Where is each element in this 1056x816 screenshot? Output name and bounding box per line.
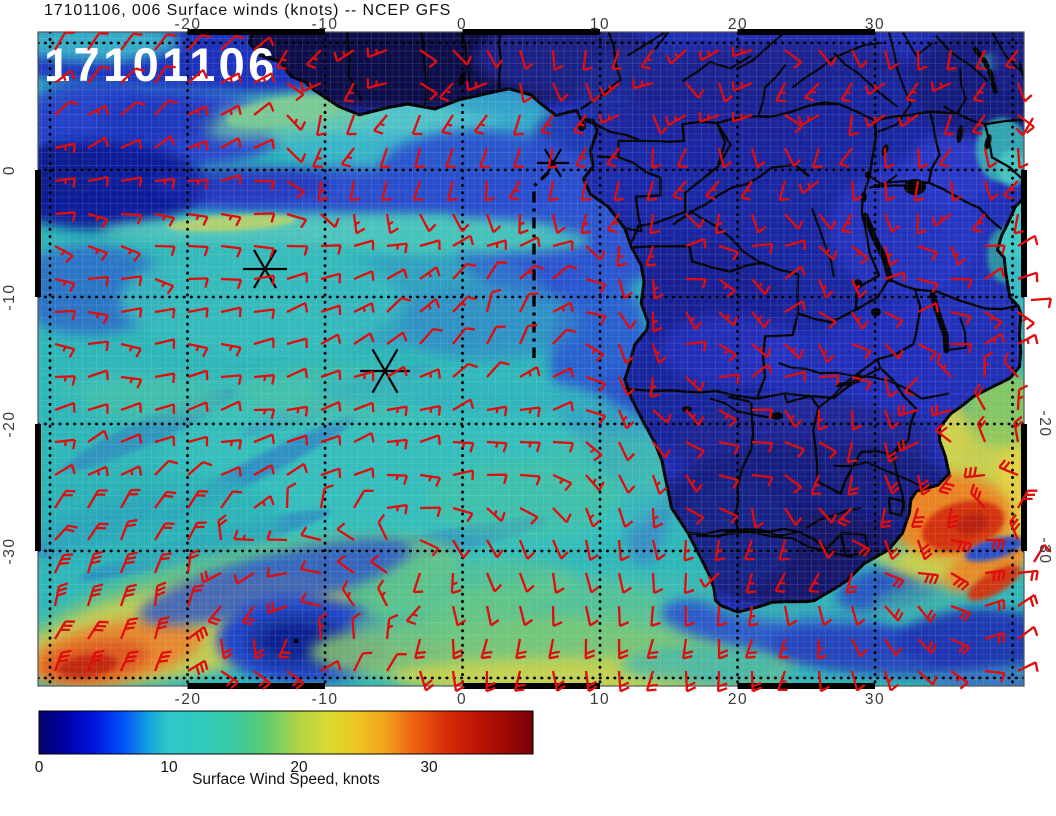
- svg-text:-20: -20: [175, 691, 202, 708]
- svg-text:20: 20: [290, 759, 308, 776]
- svg-text:-10: -10: [312, 16, 339, 33]
- svg-text:10: 10: [590, 691, 610, 708]
- svg-text:-20: -20: [175, 16, 202, 33]
- svg-text:10: 10: [160, 759, 178, 776]
- svg-text:-30: -30: [1036, 538, 1053, 565]
- svg-text:0: 0: [457, 16, 467, 33]
- svg-text:17101106, 006 Surface winds (k: 17101106, 006 Surface winds (knots) -- N…: [44, 2, 451, 19]
- svg-text:0: 0: [35, 759, 44, 776]
- svg-text:-30: -30: [1, 538, 18, 565]
- svg-text:-10: -10: [312, 691, 339, 708]
- svg-text:30: 30: [865, 16, 885, 33]
- svg-text:10: 10: [590, 16, 610, 33]
- svg-text:30: 30: [865, 691, 885, 708]
- svg-text:17101106: 17101106: [44, 38, 278, 91]
- svg-text:Surface Wind Speed, knots: Surface Wind Speed, knots: [192, 771, 380, 788]
- svg-text:30: 30: [420, 759, 438, 776]
- svg-text:-10: -10: [1, 284, 18, 311]
- svg-text:20: 20: [728, 16, 748, 33]
- svg-text:-20: -20: [1036, 411, 1053, 438]
- svg-text:-20: -20: [1, 411, 18, 438]
- svg-text:0: 0: [457, 691, 467, 708]
- svg-text:0: 0: [1, 165, 18, 175]
- svg-text:20: 20: [728, 691, 748, 708]
